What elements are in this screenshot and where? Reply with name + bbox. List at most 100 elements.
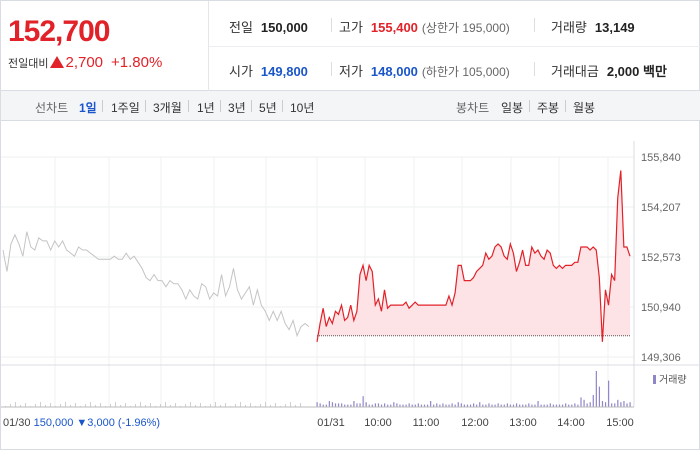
volume-bar	[537, 401, 539, 407]
stat-value: 150,000	[260, 20, 308, 35]
tab-separator	[251, 100, 252, 112]
volume-bar	[555, 404, 558, 407]
prev-volume-bar	[240, 402, 241, 407]
tab-1y[interactable]: 1년	[197, 101, 215, 115]
volume-bar	[319, 403, 321, 407]
prev-volume-bar	[235, 404, 236, 407]
tab-3m[interactable]: 3개월	[153, 101, 182, 115]
today-series-line	[316, 170, 631, 342]
change-label: 전일대비	[8, 58, 49, 70]
volume-bar	[473, 403, 475, 407]
prev-volume-bar	[75, 403, 76, 407]
tab-daily[interactable]: 일봉	[501, 101, 524, 115]
volume-bar	[614, 403, 616, 407]
prev-volume-bar	[295, 405, 296, 407]
volume-bar	[494, 404, 496, 407]
x-tick-label: 15:00	[606, 417, 634, 429]
current-price: 152,700	[8, 15, 110, 48]
volume-bar	[522, 404, 524, 407]
tab-1w[interactable]: 1주일	[111, 101, 140, 115]
volume-bar	[503, 404, 505, 407]
prev-day-footer: 01/30 150,000 ▼3,000 (-1.96%)	[3, 417, 160, 429]
lower-limit: (하한가 105,000)	[421, 65, 510, 79]
volume-legend-swatch	[653, 375, 656, 384]
tab-5y[interactable]: 5년	[259, 101, 277, 115]
volume-bar	[485, 404, 487, 407]
volume-bar	[341, 403, 343, 407]
volume-bar	[592, 395, 594, 407]
prev-volume-bar	[165, 402, 166, 407]
volume-bar	[509, 404, 512, 407]
tab-monthly[interactable]: 월봉	[573, 101, 596, 115]
y-tick-label: 155,840	[641, 152, 681, 164]
volume-bar	[405, 404, 407, 407]
prev-volume-bar	[10, 404, 11, 407]
volume-bar	[565, 403, 567, 407]
tab-separator	[102, 100, 103, 112]
price-change: 전일대비 2,700 +1.80%	[8, 54, 162, 71]
tab-separator	[529, 100, 530, 112]
volume-bar	[322, 404, 324, 407]
volume-bar	[433, 404, 435, 407]
tab-1d[interactable]: 1일	[79, 101, 97, 115]
volume-bar	[571, 404, 573, 407]
y-tick-label: 149,306	[641, 352, 681, 364]
volume-bar	[439, 404, 441, 407]
volume-bar	[353, 401, 355, 407]
volume-bar	[399, 404, 401, 407]
prev-volume-bar	[95, 405, 96, 407]
today-series-area	[317, 170, 630, 342]
prev-volume-bar	[150, 403, 151, 407]
prev-volume-bar	[100, 403, 101, 407]
prev-volume-bar	[135, 404, 136, 407]
volume-bar	[337, 403, 340, 407]
prev-volume-bar	[140, 402, 141, 407]
volume-bar	[629, 402, 631, 407]
tab-weekly[interactable]: 주봉	[537, 101, 560, 115]
stat-label: 고가	[339, 20, 363, 35]
x-tick-label: 14:00	[557, 417, 585, 429]
tab-separator	[565, 100, 566, 112]
prev-volume-bar	[50, 403, 51, 407]
quote-header: 152,700 전일대비 2,700 +1.80% 전일 150,000 고가 155,…	[1, 1, 700, 91]
volume-bar	[469, 404, 472, 407]
volume-bar	[574, 403, 576, 407]
tab-separator	[145, 100, 146, 112]
volume-bar	[601, 401, 604, 407]
prev-volume-bar	[60, 404, 61, 407]
volume-bar	[460, 403, 462, 407]
volume-bar	[331, 402, 334, 407]
volume-bar	[423, 404, 426, 407]
prev-volume-bar	[125, 403, 126, 407]
volume-bar	[534, 404, 536, 407]
prev-day-change: ▼3,000	[73, 417, 114, 429]
period-tabs: 선차트 1일 1주일 3개월 1년 3년 5년 10년 봉차트 일봉 주봉 월봉	[1, 91, 700, 121]
volume-bar	[626, 403, 628, 407]
volume-bar	[408, 403, 410, 407]
volume-bar	[595, 371, 597, 407]
tab-10y[interactable]: 10년	[290, 101, 315, 115]
tab-3y[interactable]: 3년	[228, 101, 246, 115]
volume-bar	[350, 404, 352, 407]
stat-label: 전일	[229, 20, 253, 35]
prev-day-price: 150,000	[31, 417, 74, 429]
prev-volume-bar	[265, 402, 266, 407]
volume-bar	[454, 404, 456, 407]
volume-bar	[466, 404, 469, 407]
prev-volume-bar	[115, 402, 116, 407]
volume-bar	[558, 404, 561, 407]
volume-bar	[430, 401, 432, 407]
volume-bar	[561, 404, 564, 407]
stat-value: 155,400	[370, 20, 418, 35]
stat-label: 거래대금	[551, 64, 599, 79]
volume-bar	[377, 403, 380, 407]
prev-volume-bar	[70, 405, 71, 407]
prev-volume-bar	[110, 404, 111, 407]
volume-bar	[411, 404, 413, 407]
volume-bar	[528, 403, 530, 407]
volume-bar	[620, 402, 622, 407]
volume-bar	[356, 403, 358, 407]
x-tick-label: 12:00	[461, 417, 489, 429]
volume-bar	[368, 404, 370, 407]
